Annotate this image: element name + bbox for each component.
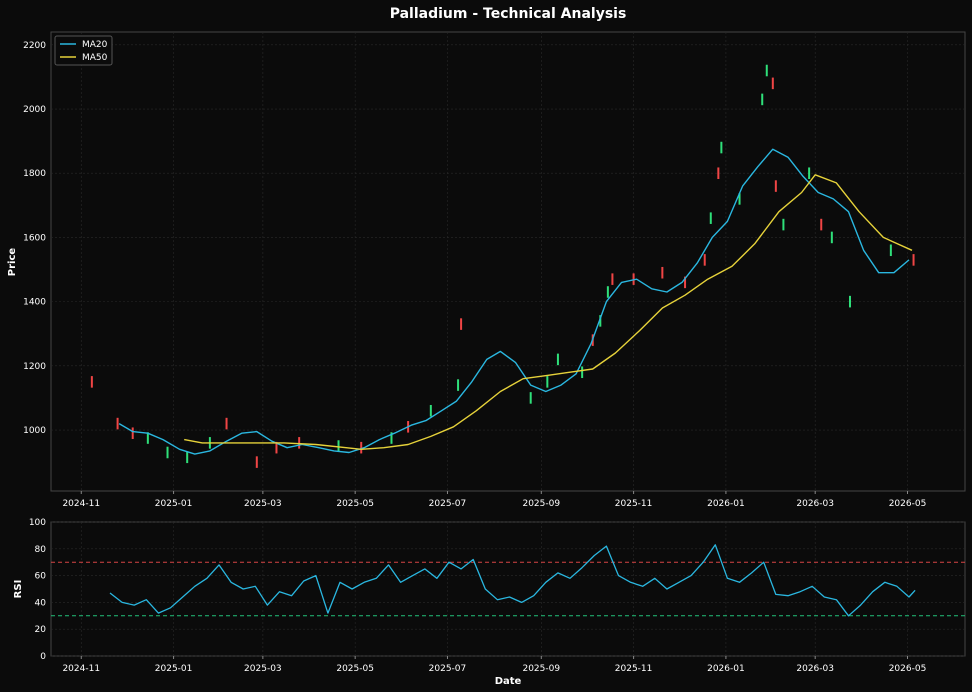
price-candle [298,437,301,449]
price-x-tick-label: 2025-11 [615,499,653,509]
price-candle [912,254,915,266]
price-candles [90,64,915,468]
rsi-y-tick-label: 20 [35,625,47,635]
price-candle [337,440,340,452]
price-y-tick-label: 2000 [23,105,46,115]
rsi-x-tick-label: 2024-11 [62,664,100,674]
price-candle [556,353,559,366]
rsi-x-tick-label: 2026-03 [796,664,834,674]
price-candle [529,392,532,404]
rsi-x-tick-label: 2025-09 [522,664,560,674]
price-x-ticks: 2024-11 2025-01 2025-03 2025-05 2025-07 2025-… [62,491,926,509]
legend-ma50-label: MA50 [82,53,108,63]
price-candle [599,315,602,327]
price-candle [360,441,363,454]
price-y-tick-label: 1200 [23,362,46,372]
price-candle [460,318,463,330]
price-candle [684,276,687,289]
price-candle [782,218,785,231]
price-lines [118,148,913,455]
price-x-tick-label: 2026-03 [796,499,834,509]
legend: MA20 MA50 [54,35,113,66]
price-x-tick-label: 2025-09 [522,499,560,509]
rsi-x-tick-label: 2025-03 [244,664,282,674]
price-x-tick-label: 2024-11 [62,499,100,509]
series-line-rsi [109,544,916,617]
price-x-tick-label: 2026-05 [889,499,927,509]
price-y-tick-label: 1400 [23,298,46,308]
price-y-label: Price [7,248,18,277]
rsi-y-tick-label: 100 [29,518,46,528]
rsi-x-tick-label: 2025-05 [336,664,374,674]
price-x-tick-label: 2025-01 [155,499,193,509]
price-candle [146,432,149,444]
price-x-tick-label: 2026-01 [707,499,745,509]
price-candle [738,193,741,205]
rsi-x-tick-label: 2026-05 [889,664,927,674]
rsi-x-tick-label: 2025-11 [615,664,653,674]
rsi-y-ticks: 0 20 40 60 80 100 [29,518,46,662]
price-candle [186,451,189,464]
rsi-panel [50,521,966,657]
price-candle [661,266,664,279]
price-candle [166,446,169,459]
rsi-reference-lines [51,561,965,617]
price-candle [808,167,811,180]
price-candle [774,180,777,192]
price-candle [90,376,93,388]
x-axis-label: Date [495,676,522,687]
price-candle [720,141,723,154]
price-y-ticks: 1000 1200 1400 1600 1800 2000 2200 [23,41,46,436]
price-candle [889,244,892,257]
price-candle [771,77,774,90]
price-candle [546,376,549,388]
price-candle [848,295,851,308]
price-candle [765,64,768,77]
price-y-tick-label: 1800 [23,169,46,179]
price-candle [131,427,134,440]
chart-title: Palladium - Technical Analysis [390,6,627,22]
price-candle [606,286,609,298]
rsi-y-label: RSI [13,580,24,599]
legend-ma20-label: MA20 [82,40,108,50]
price-candle [761,93,764,106]
price-candle [703,254,706,266]
rsi-x-tick-label: 2025-07 [429,664,467,674]
price-candle [457,379,460,391]
series-line-ma20 [118,148,910,455]
rsi-x-tick-label: 2026-01 [707,664,745,674]
price-candle [390,432,393,444]
rsi-y-tick-label: 40 [35,598,47,608]
rsi-x-ticks: 2024-11 2025-01 2025-03 2025-05 2025-07 2025-… [62,656,926,674]
price-candle [581,366,584,379]
rsi-y-tick-label: 60 [35,572,47,582]
rsi-grid [51,521,965,657]
price-candle [820,218,823,231]
rsi-lines [109,544,916,617]
price-candle [275,441,278,454]
price-candle [116,417,119,430]
price-x-tick-label: 2025-05 [336,499,374,509]
price-x-tick-label: 2025-03 [244,499,282,509]
rsi-y-tick-label: 0 [40,652,46,662]
price-candle [709,212,712,224]
price-panel [50,31,966,492]
price-y-tick-label: 1600 [23,233,46,243]
price-candle [225,417,228,430]
rsi-x-tick-label: 2025-01 [155,664,193,674]
price-candle [830,231,833,244]
series-line-ma50 [184,174,913,450]
price-candle [429,404,432,417]
price-x-tick-label: 2025-07 [429,499,467,509]
rsi-y-tick-label: 80 [35,545,47,555]
price-candle [255,456,258,468]
price-candle [717,167,720,180]
price-y-tick-label: 2200 [23,41,46,51]
price-y-tick-label: 1000 [23,426,46,436]
price-candle [611,273,614,285]
